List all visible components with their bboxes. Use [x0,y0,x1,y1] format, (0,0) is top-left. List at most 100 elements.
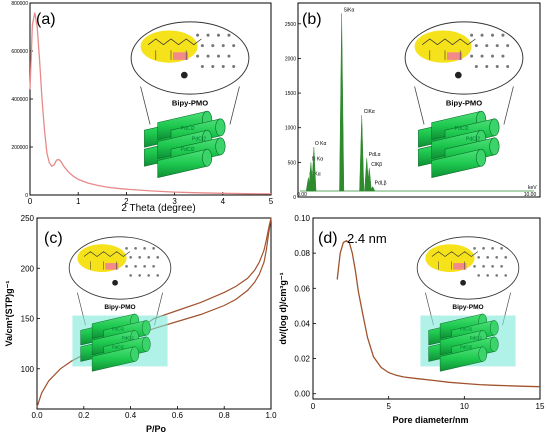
silica-atom [125,265,128,268]
y-tick-label: 0.06 [294,284,310,293]
eds-peak [359,115,365,192]
y-tick-label: 0.04 [294,319,310,328]
silica-atom [206,54,210,58]
molecule-bubble [416,236,520,300]
molecule-bonds [90,261,117,270]
tube-end [141,320,151,336]
inset-chem-label: PdCl2 [192,137,206,143]
molecule-bubble [130,21,250,95]
silica-atom [495,44,499,48]
xrd-curve [29,12,272,195]
tube-end [489,336,499,352]
silica-atom [156,256,160,259]
adsorption-branch [36,217,272,408]
inset-chem-label: PdCl2 [181,147,195,153]
pd-atom [180,71,188,79]
pdcl2-highlight [453,263,467,270]
silica-atom [495,274,499,277]
silica-atom [486,256,489,259]
inset-chem-label: PdCl2 [112,326,125,331]
y-tick-label: 0 [293,195,296,201]
silica-atom [490,33,495,37]
silica-atom [143,247,146,250]
silica-atom [143,265,146,268]
eds-peak [311,147,317,192]
tube-end [215,118,226,137]
silica-atom [474,44,478,48]
panel-d: 0 5 10 15 0.00 0.02 0.04 0.06 0.08 0.10 (d) 2.4 nm P… [278,214,545,425]
y-tick-label: 800000 [11,1,28,7]
molecule-bubble [404,21,524,95]
silica-atom [232,65,236,69]
y-tick-label: 150 [21,315,35,324]
x-tick-label: 0.0 [31,411,43,420]
silica-atom [152,247,155,250]
silica-atom [221,65,225,69]
panel-label: (c) [44,230,63,247]
inset-chem-label: PdCl2 [460,326,473,331]
x-tick-label: 15 [536,402,545,411]
silica-atom [134,247,137,250]
molecule-bonds [83,251,131,257]
x-tick-label: 0.2 [78,411,90,420]
schematic-inset: Bipy-PMO PdCl2 PdCl2 PdCl2 [130,21,250,179]
ligand-highlight [77,244,127,273]
x-tick-label: 0.4 [125,411,137,420]
peak-label: ClKα [364,109,375,115]
silica-atom [506,65,510,69]
silica-atom [138,274,141,277]
panel-label: (d) [318,230,338,247]
silica-atom [129,274,132,277]
peak-label: PdLβ [375,181,387,187]
silica-atom [473,265,476,268]
inset-label: Bipy-PMO [104,304,135,311]
schematic-inset: Bipy-PMO PdCl2 PdCl2 PdCl2 [68,236,172,372]
silica-atom [491,247,494,250]
y-tick-label: 250 [21,214,35,223]
panel-a: 0 1 2 3 4 5 0 200000 400000 600000 800000 (a) 2 Thet… [11,1,273,214]
y-tick-label: 0.10 [294,214,310,223]
x-axis-label: 2 Theta (degree) [121,203,195,214]
molecule-bubble [68,236,172,300]
y-tick-label: 1500 [285,91,296,97]
x-tick-label: 0 [28,197,33,206]
silica-atom [232,44,236,48]
x-tick-label: 4 [221,197,226,206]
silica-atom [211,44,215,48]
silica-atom [200,65,204,69]
silica-atom [504,274,508,277]
ligand-highlight [414,30,472,63]
y-tick-label: 100 [21,365,35,374]
inset-chem-label: PdCl2 [181,126,195,132]
silica-atom [485,65,489,69]
silica-atom [495,256,499,259]
y-tick-label: 200000 [11,145,28,151]
silica-atom [470,54,474,58]
inset-chem-label: PdCl2 [466,137,480,143]
inset-chem-label: PdCl2 [460,344,473,349]
molecule-bonds [438,261,465,270]
silica-atom [470,33,474,37]
y-tick-label: 1000 [285,126,296,132]
x-tick-label: 1 [76,197,81,206]
ligand-highlight [425,244,475,273]
x-tick-label: 1.0 [265,411,277,420]
silica-atom [227,54,231,58]
tube-end [489,320,499,336]
silica-atom [473,247,476,250]
schematic-inset: Bipy-PMO PdCl2 PdCl2 [404,21,524,179]
silica-atom [480,54,484,58]
silica-atom [216,33,221,37]
tube-end [489,137,500,156]
y-axis-label: dv/(log d)/cm³g⁻¹ [278,272,288,344]
inset-chem-label: PdCl2 [455,126,469,132]
silica-atom [500,265,503,268]
silica-atom [506,44,510,48]
tube-end [202,148,213,167]
x-tick-label: 0.8 [219,411,231,420]
zoom-line [414,86,425,125]
ligand-highlight [140,30,198,63]
y-tick-label: 2000 [285,56,296,62]
eds-peak [339,13,345,192]
